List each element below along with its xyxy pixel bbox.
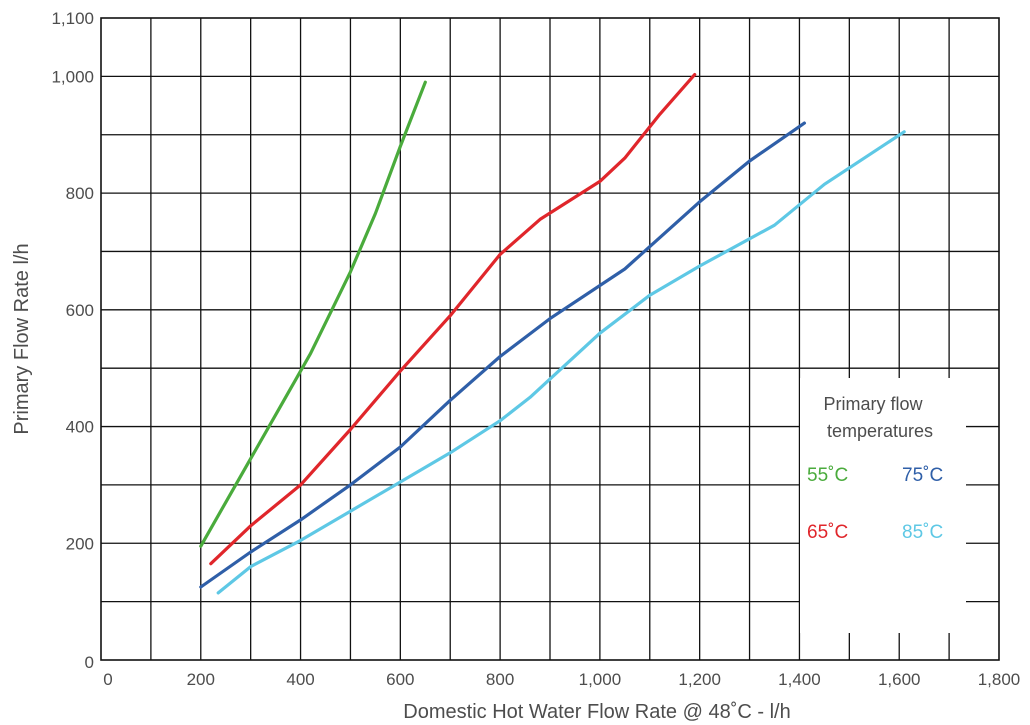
y-tick-label: 0 bbox=[85, 653, 94, 672]
x-tick-label: 200 bbox=[187, 670, 215, 689]
legend-entry-65c: 65˚C bbox=[807, 522, 848, 543]
y-tick-label: 200 bbox=[66, 534, 94, 553]
x-tick-label: 1,400 bbox=[778, 670, 821, 689]
x-axis-label: Domestic Hot Water Flow Rate @ 48˚C - l/… bbox=[403, 701, 790, 723]
x-tick-label: 1,000 bbox=[579, 670, 622, 689]
y-tick-labels: 0 200 400 600 800 1,000 1,100 bbox=[51, 9, 94, 672]
x-tick-label: 1,800 bbox=[978, 670, 1021, 689]
legend-entry-75c: 75˚C bbox=[902, 465, 943, 486]
plot-frame bbox=[100, 17, 1000, 661]
x-tick-label: 600 bbox=[386, 670, 414, 689]
legend-entry-55c: 55˚C bbox=[807, 465, 848, 486]
y-tick-label: 400 bbox=[66, 418, 94, 437]
series-lines bbox=[199, 73, 906, 595]
x-tick-label: 1,200 bbox=[678, 670, 721, 689]
y-axis-label: Primary Flow Rate l/h bbox=[11, 243, 33, 434]
x-tick-label: 0 bbox=[103, 670, 112, 689]
series-line-75c bbox=[199, 121, 806, 589]
x-tick-labels: 0 200 400 600 800 1,000 1,200 1,400 1,600 1,800 bbox=[103, 670, 1020, 689]
x-tick-label: 1,600 bbox=[878, 670, 921, 689]
legend-title-line-2: temperatures bbox=[827, 421, 933, 441]
legend-title-line-1: Primary flow bbox=[823, 394, 923, 414]
x-tick-label: 400 bbox=[286, 670, 314, 689]
legend-box bbox=[800, 378, 966, 633]
y-tick-label: 800 bbox=[66, 184, 94, 203]
y-tick-label: 600 bbox=[66, 301, 94, 320]
y-tick-label: 1,000 bbox=[51, 67, 94, 86]
grid-lines bbox=[101, 18, 999, 660]
legend: Primary flow temperatures 55˚C 75˚C 65˚C… bbox=[800, 378, 966, 633]
series-line-55c bbox=[199, 80, 427, 548]
series-line-85c bbox=[216, 130, 906, 595]
x-tick-label: 800 bbox=[486, 670, 514, 689]
plot-border bbox=[100, 17, 1000, 661]
y-tick-label: 1,100 bbox=[51, 9, 94, 28]
series-line-65c bbox=[209, 73, 697, 566]
legend-entry-85c: 85˚C bbox=[902, 522, 943, 543]
